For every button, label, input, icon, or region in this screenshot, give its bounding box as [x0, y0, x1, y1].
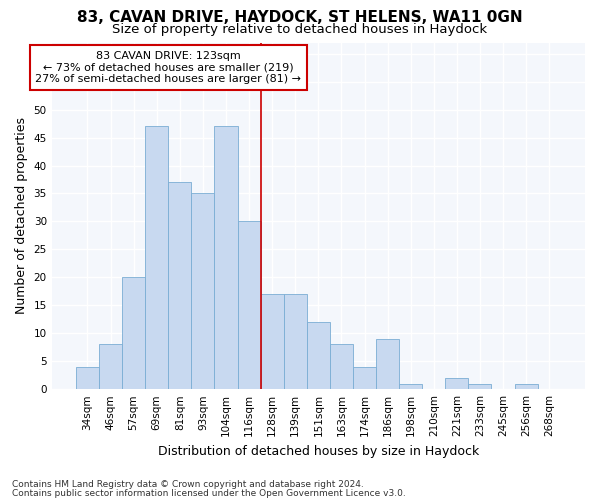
- Text: Contains public sector information licensed under the Open Government Licence v3: Contains public sector information licen…: [12, 488, 406, 498]
- X-axis label: Distribution of detached houses by size in Haydock: Distribution of detached houses by size …: [158, 444, 479, 458]
- Bar: [260, 294, 284, 389]
- Text: 83 CAVAN DRIVE: 123sqm
← 73% of detached houses are smaller (219)
27% of semi-de: 83 CAVAN DRIVE: 123sqm ← 73% of detached…: [35, 51, 301, 84]
- Text: Size of property relative to detached houses in Haydock: Size of property relative to detached ho…: [112, 22, 488, 36]
- Bar: [515, 384, 538, 389]
- Text: 83, CAVAN DRIVE, HAYDOCK, ST HELENS, WA11 0GN: 83, CAVAN DRIVE, HAYDOCK, ST HELENS, WA1…: [77, 10, 523, 25]
- Bar: [122, 278, 145, 389]
- Bar: [191, 194, 214, 389]
- Y-axis label: Number of detached properties: Number of detached properties: [15, 118, 28, 314]
- Bar: [145, 126, 168, 389]
- Bar: [238, 222, 260, 389]
- Bar: [168, 182, 191, 389]
- Bar: [376, 339, 399, 389]
- Bar: [469, 384, 491, 389]
- Bar: [76, 367, 99, 389]
- Text: Contains HM Land Registry data © Crown copyright and database right 2024.: Contains HM Land Registry data © Crown c…: [12, 480, 364, 489]
- Bar: [284, 294, 307, 389]
- Bar: [399, 384, 422, 389]
- Bar: [307, 322, 330, 389]
- Bar: [330, 344, 353, 389]
- Bar: [445, 378, 469, 389]
- Bar: [99, 344, 122, 389]
- Bar: [214, 126, 238, 389]
- Bar: [353, 367, 376, 389]
